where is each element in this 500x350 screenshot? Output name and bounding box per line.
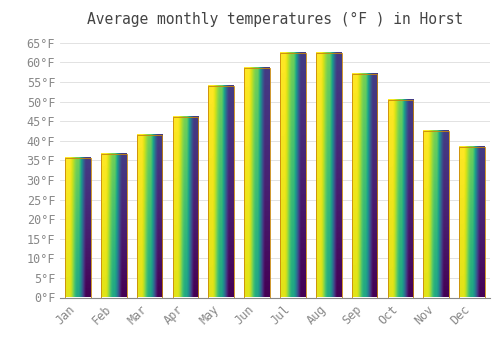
Bar	[280, 52, 306, 298]
Bar	[352, 74, 378, 298]
Bar	[136, 135, 162, 298]
Bar	[244, 68, 270, 298]
Bar	[101, 154, 126, 298]
Title: Average monthly temperatures (°F ) in Horst: Average monthly temperatures (°F ) in Ho…	[87, 12, 463, 27]
Bar	[208, 86, 234, 298]
Bar	[424, 131, 449, 298]
Bar	[388, 100, 413, 297]
Bar	[65, 159, 91, 298]
Bar	[459, 147, 485, 298]
Bar	[172, 117, 199, 298]
Bar	[316, 52, 342, 298]
